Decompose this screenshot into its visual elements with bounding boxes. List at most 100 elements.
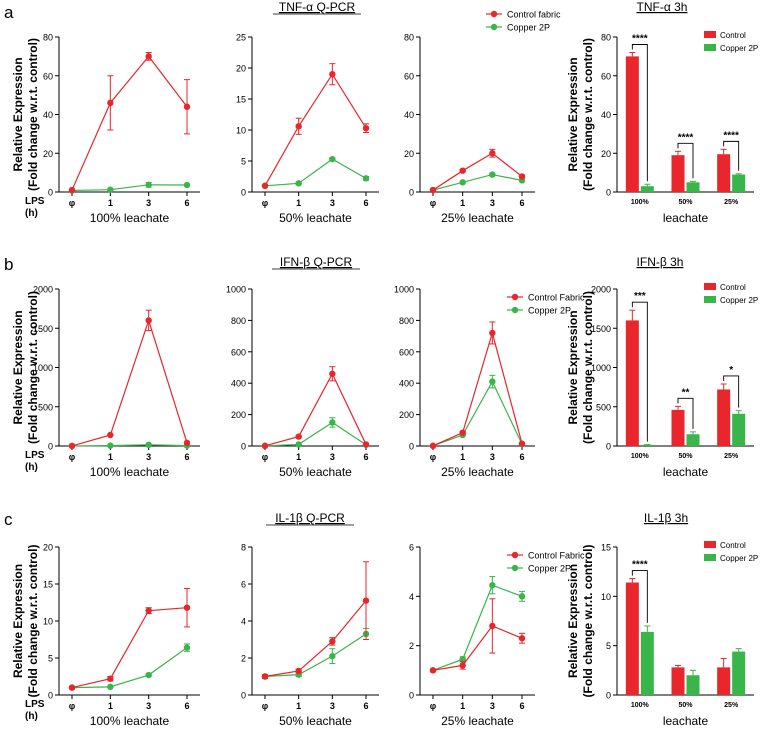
bar-control-50%: [671, 409, 685, 446]
y-tick-label: 2: [241, 654, 246, 664]
x-tick-label: 1: [460, 198, 465, 208]
y-axis-label-sub-b: (Fold change w.r.t. control): [26, 291, 40, 444]
x-tick-label: 6: [184, 198, 189, 208]
y-tick-label: 15: [236, 95, 246, 105]
y-tick-label: 500: [38, 402, 53, 412]
data-point-copper: [329, 652, 336, 660]
significance-bracket: [677, 142, 694, 179]
series-line-copper: [432, 584, 523, 671]
y-tick-label: 600: [231, 347, 246, 357]
bar-y-tick-label: 10: [601, 592, 611, 602]
y-tick-label: 1000: [226, 285, 246, 295]
y-tick-label: 60: [404, 71, 414, 81]
bar-y-axis-label-sub-a-bar: (Fold change w.r.t. control): [581, 38, 595, 191]
bar-control-25%: [717, 154, 731, 192]
bar-copper-100%: [640, 444, 654, 446]
data-point-control: [183, 103, 191, 110]
bar-control-25%: [717, 667, 731, 695]
bar-category-label: 100%: [631, 702, 650, 709]
bar-category-label: 25%: [724, 702, 739, 709]
x-axis-label-b-0: 100% leachate: [90, 465, 170, 479]
panel-letter-b: b: [4, 255, 13, 274]
y-tick-label: 200: [231, 410, 246, 420]
series-line-copper: [264, 158, 367, 187]
data-point-control: [518, 440, 526, 447]
bar-legend-swatch: [704, 44, 716, 51]
data-point-control: [329, 370, 336, 377]
x-tick-label: 6: [363, 452, 368, 462]
y-tick-label: 40: [43, 110, 53, 120]
data-point-control: [145, 53, 152, 60]
bar-y-tick-label: 0: [606, 442, 611, 452]
bar-copper-100%: [640, 631, 654, 695]
data-point-copper: [107, 186, 114, 193]
y-tick-label: 4: [241, 617, 246, 627]
data-point-control: [518, 635, 526, 642]
y-tick-label: 0: [409, 691, 414, 701]
data-point-copper: [489, 378, 496, 385]
x-tick-label: 6: [519, 198, 524, 208]
x-axis-label-c-2: 25% leachate: [441, 714, 514, 728]
bar-category-label: 50%: [678, 702, 693, 709]
x-tick-label: 3: [330, 701, 335, 711]
data-point-copper: [295, 441, 302, 448]
y-tick-label: 800: [231, 316, 246, 326]
data-point-control: [261, 673, 269, 680]
data-point-copper: [183, 181, 191, 189]
bar-copper-50%: [686, 675, 700, 695]
bar-legend-label: Control: [720, 541, 746, 550]
data-point-control: [145, 317, 152, 324]
data-point-control: [489, 150, 496, 157]
data-point-control: [68, 442, 76, 450]
x-tick-label: 3: [490, 198, 495, 208]
bar-y-tick-label: 2000: [591, 285, 611, 295]
significance-bracket: [631, 301, 648, 442]
x-tick-label: φ: [262, 701, 269, 711]
series-line-copper: [71, 647, 188, 689]
y-axis-label-a: Relative Expression: [11, 57, 25, 171]
significance-label: ****: [723, 130, 739, 141]
data-point-control: [489, 622, 496, 630]
legend-marker: [511, 293, 519, 301]
series-line-control: [71, 318, 188, 447]
bar-legend-swatch: [704, 541, 716, 548]
y-tick-label: 2000: [33, 285, 53, 295]
y-axis-label-sub-a: (Fold change w.r.t. control): [26, 38, 40, 191]
x-axis-label-b-2: 25% leachate: [441, 465, 514, 479]
legend-marker: [511, 551, 519, 559]
bar-legend-label: Control: [720, 31, 746, 40]
x-tick-label: 3: [146, 452, 151, 462]
data-point-control: [145, 607, 152, 614]
y-tick-label: 1000: [33, 363, 53, 373]
x-tick-label: 6: [519, 452, 524, 462]
series-line-control: [432, 330, 523, 447]
lps-hours-label-c: (h): [25, 711, 38, 722]
bar-control-50%: [671, 667, 685, 695]
bar-y-tick-label: 0: [606, 188, 611, 198]
y-tick-label: 60: [43, 71, 53, 81]
y-tick-label: 1500: [33, 324, 53, 334]
y-tick-label: 0: [48, 691, 53, 701]
significance-bracket: [723, 375, 740, 408]
x-tick-label: 6: [363, 701, 368, 711]
y-tick-label: 10: [43, 617, 53, 627]
bar-category-label: 25%: [724, 453, 739, 460]
bar-y-tick-label: 500: [596, 402, 611, 412]
y-tick-label: 0: [409, 442, 414, 452]
y-tick-label: 5: [48, 654, 53, 664]
data-point-copper: [145, 441, 152, 449]
y-tick-label: 1000: [394, 285, 414, 295]
chart-title-b: IFN-β Q-PCR: [280, 255, 353, 269]
data-point-control: [68, 684, 76, 691]
x-tick-label: 6: [184, 452, 189, 462]
y-tick-label: 5: [241, 157, 246, 167]
significance-label: ****: [678, 132, 694, 143]
y-tick-label: 2: [409, 641, 414, 651]
x-tick-label: 1: [460, 701, 465, 711]
bar-y-tick-label: 0: [606, 691, 611, 701]
bar-y-tick-label: 80: [601, 33, 611, 43]
legend-marker: [490, 10, 498, 18]
panel-letter-c: c: [4, 510, 13, 529]
data-point-copper: [107, 442, 114, 449]
legend-marker: [511, 306, 519, 314]
